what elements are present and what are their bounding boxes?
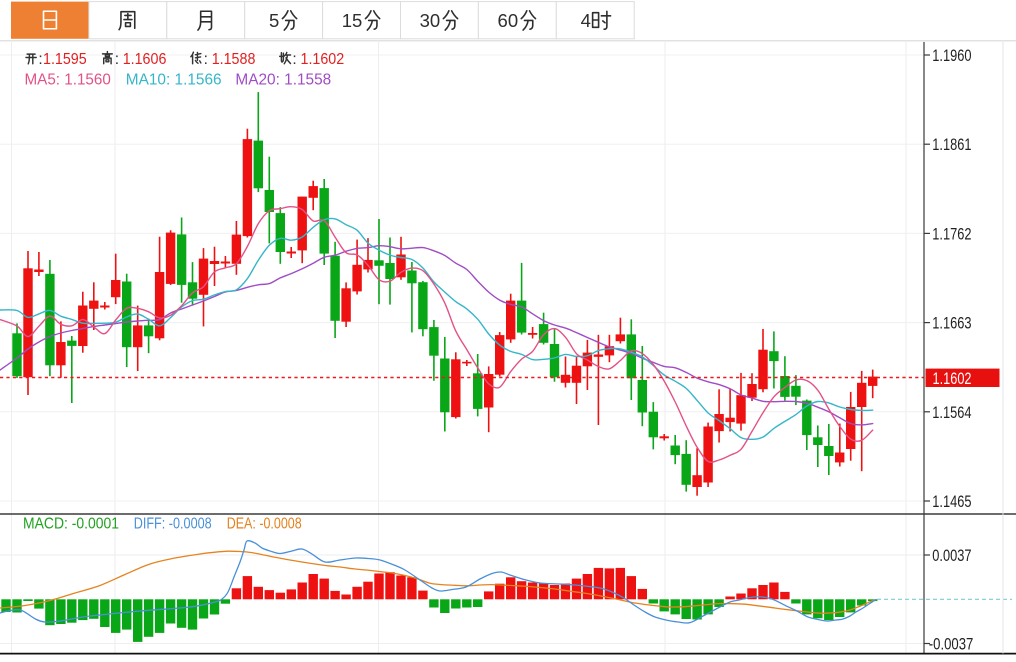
svg-text:DEA: -0.0008: DEA: -0.0008 — [227, 516, 302, 533]
svg-text:DIFF: -0.0008: DIFF: -0.0008 — [134, 516, 212, 533]
svg-text:1.1663: 1.1663 — [932, 315, 971, 333]
svg-text:60: 60 — [498, 10, 519, 31]
svg-text:1.1861: 1.1861 — [932, 136, 971, 154]
svg-text:5: 5 — [269, 10, 279, 31]
svg-text:1.1588: 1.1588 — [212, 51, 256, 68]
svg-text::: : — [204, 51, 208, 68]
svg-text:MA5: 1.1560: MA5: 1.1560 — [25, 72, 111, 89]
svg-text:15: 15 — [342, 10, 363, 31]
svg-text:MACD: -0.0001: MACD: -0.0001 — [23, 516, 119, 533]
svg-text:4: 4 — [581, 10, 591, 31]
svg-text:1.1960: 1.1960 — [932, 47, 971, 65]
svg-text:1.1762: 1.1762 — [932, 225, 971, 243]
svg-text::: : — [115, 51, 119, 68]
svg-text:1.1602: 1.1602 — [301, 51, 345, 68]
svg-text:1.1602: 1.1602 — [933, 370, 972, 388]
svg-text:-0.0037: -0.0037 — [929, 636, 974, 654]
svg-text:30: 30 — [420, 10, 441, 31]
svg-text:MA20: 1.1558: MA20: 1.1558 — [235, 72, 331, 89]
svg-text:1.1606: 1.1606 — [123, 51, 167, 68]
svg-text:0.0037: 0.0037 — [932, 547, 971, 565]
svg-text::: : — [38, 51, 42, 68]
svg-text::: : — [292, 51, 296, 68]
svg-text:1.1595: 1.1595 — [43, 51, 87, 68]
svg-text:MA10: 1.1566: MA10: 1.1566 — [126, 72, 222, 89]
svg-text:1.1564: 1.1564 — [932, 404, 971, 422]
svg-text:1.1465: 1.1465 — [932, 493, 971, 511]
